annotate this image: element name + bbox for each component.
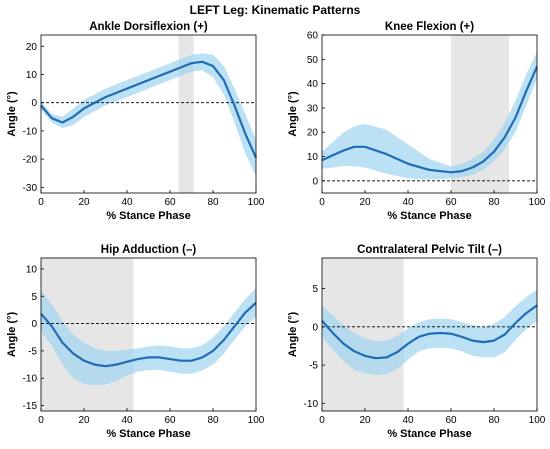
- x-tick-label: 80: [207, 415, 219, 426]
- panel-title: Ankle Dorsiflexion (+): [89, 21, 208, 33]
- mean-line: [40, 301, 257, 368]
- x-tick-label: 20: [359, 415, 371, 426]
- y-tick-label: -20: [23, 155, 38, 166]
- y-tick-label: 40: [307, 79, 319, 90]
- y-axis-label: Angle (°): [6, 311, 18, 357]
- y-tick-label: 0: [312, 322, 318, 333]
- panel-2: 0 20 40 60 80 100 0 10 20 30 40 50 60 Knee Flexion (+…: [287, 21, 546, 222]
- x-tick-label: 60: [445, 197, 457, 208]
- y-axis-label: Angle (°): [6, 91, 18, 137]
- panel-3: 0 20 40 60 80 100 -15 -10 -5 0 5 10 Hip Adduction (–…: [6, 244, 265, 440]
- x-axis-label: % Stance Phase: [387, 210, 471, 222]
- mean-line: [321, 66, 539, 174]
- y-tick-label: 0: [312, 176, 318, 187]
- x-tick-label: 20: [78, 197, 90, 208]
- y-tick-label: 0: [31, 98, 37, 109]
- x-tick-label: 80: [488, 197, 500, 208]
- x-tick-label: 100: [529, 415, 546, 426]
- panel-4: 0 20 40 60 80 100 -10 -5 0 5 Contralateral Pelvic …: [287, 244, 546, 440]
- panel-title: Knee Flexion (+): [385, 21, 474, 33]
- variability-band: [41, 288, 256, 386]
- mean-line: [40, 60, 258, 159]
- variability-band: [41, 53, 256, 177]
- figure-title: LEFT Leg: Kinematic Patterns: [190, 3, 361, 17]
- x-tick-label: 0: [319, 197, 325, 208]
- variability-band: [322, 52, 537, 180]
- y-tick-label: 10: [26, 264, 38, 275]
- x-axis-label: % Stance Phase: [106, 210, 190, 222]
- y-tick-label: 5: [31, 292, 37, 303]
- y-tick-label: 50: [307, 55, 319, 66]
- x-tick-label: 60: [164, 415, 176, 426]
- x-axis-label: % Stance Phase: [387, 428, 471, 440]
- y-tick-label: -30: [23, 183, 38, 194]
- y-tick-label: -5: [28, 346, 37, 357]
- x-tick-label: 60: [164, 197, 176, 208]
- axes-frame: [40, 34, 257, 194]
- x-tick-label: 40: [121, 197, 133, 208]
- variability-band: [322, 290, 537, 375]
- mean-line: [321, 304, 538, 360]
- x-tick-label: 0: [319, 415, 325, 426]
- x-tick-label: 40: [121, 415, 133, 426]
- axes-frame: [321, 34, 538, 194]
- y-tick-label: 20: [307, 128, 319, 139]
- y-axis-label: Angle (°): [287, 311, 299, 357]
- x-tick-label: 80: [488, 415, 500, 426]
- x-tick-label: 0: [38, 415, 44, 426]
- y-tick-label: 5: [312, 284, 318, 295]
- axes-frame: [40, 257, 257, 412]
- x-tick-label: 100: [248, 197, 265, 208]
- panel-title: Contralateral Pelvic Tilt (–): [357, 244, 502, 256]
- y-tick-label: 20: [26, 42, 38, 53]
- y-tick-label: -10: [23, 374, 38, 385]
- y-tick-label: -15: [23, 401, 38, 412]
- x-tick-label: 100: [248, 415, 265, 426]
- y-tick-label: 0: [31, 319, 37, 330]
- panel-title: Hip Adduction (–): [101, 244, 197, 256]
- y-tick-label: 10: [307, 152, 319, 163]
- y-tick-label: -10: [23, 126, 38, 137]
- x-tick-label: 80: [207, 197, 219, 208]
- y-axis-label: Angle (°): [287, 91, 299, 137]
- y-tick-label: -5: [309, 361, 318, 372]
- axes-frame: [321, 257, 538, 412]
- x-tick-label: 20: [359, 197, 371, 208]
- panel-1: 0 20 40 60 80 100 -30 -20 -10 0 10 20 Ankle Dorsifle…: [6, 21, 265, 222]
- x-tick-label: 40: [402, 415, 414, 426]
- y-tick-label: 30: [307, 103, 319, 114]
- y-tick-label: -10: [304, 399, 319, 410]
- x-tick-label: 0: [38, 197, 44, 208]
- x-tick-label: 20: [78, 415, 90, 426]
- x-axis-label: % Stance Phase: [106, 428, 190, 440]
- x-tick-label: 60: [445, 415, 457, 426]
- y-tick-label: 10: [26, 70, 38, 81]
- x-tick-label: 40: [402, 197, 414, 208]
- x-tick-label: 100: [529, 197, 546, 208]
- y-tick-label: 60: [307, 31, 319, 42]
